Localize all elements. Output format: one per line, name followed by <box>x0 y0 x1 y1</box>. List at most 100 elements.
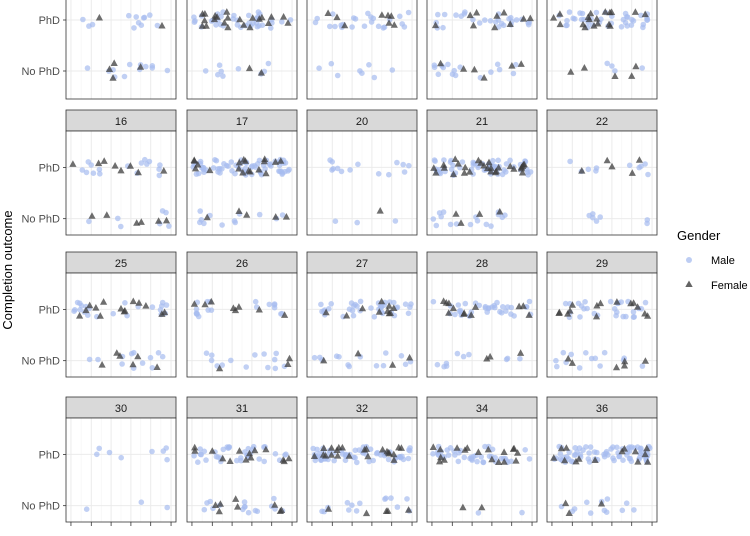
panel-border <box>426 0 538 100</box>
male-point <box>492 304 498 311</box>
male-point <box>504 304 511 310</box>
male-point <box>361 23 368 30</box>
male-point <box>229 168 235 174</box>
male-point <box>195 170 202 177</box>
female-point <box>378 11 386 18</box>
facet-strip-label: 22 <box>596 116 608 128</box>
male-point <box>234 22 241 28</box>
male-point <box>213 453 220 460</box>
male-point <box>453 12 459 18</box>
male-point <box>202 68 209 74</box>
female-point <box>431 21 440 29</box>
male-point <box>195 459 201 466</box>
male-point <box>110 310 116 317</box>
female-point <box>358 304 367 312</box>
male-point <box>564 22 570 29</box>
male-point <box>436 210 443 216</box>
male-point <box>96 445 102 452</box>
female-point <box>258 13 266 21</box>
male-point <box>193 306 200 312</box>
female-point <box>191 447 199 454</box>
facet-panel: 28 <box>426 251 538 378</box>
female-point <box>310 452 318 459</box>
female-point <box>593 301 601 309</box>
male-point <box>147 354 154 361</box>
male-point <box>380 362 387 369</box>
male-point <box>128 350 135 357</box>
male-point <box>627 455 633 462</box>
male-point <box>311 354 318 361</box>
male-point <box>577 314 583 320</box>
male-point <box>564 17 570 24</box>
male-point <box>203 350 210 357</box>
male-point <box>312 19 319 26</box>
facet-strip-label: 26 <box>236 258 248 270</box>
panel-border <box>65 130 177 236</box>
female-point <box>382 507 390 514</box>
male-point <box>466 351 472 358</box>
male-point <box>591 449 598 455</box>
female-point <box>272 213 280 220</box>
male-point <box>373 363 380 369</box>
male-point <box>106 449 113 456</box>
female-point <box>473 8 481 16</box>
female-point <box>572 457 580 465</box>
male-point <box>593 218 600 224</box>
male-point <box>631 507 637 513</box>
female-point <box>597 499 606 507</box>
female-point <box>564 354 572 362</box>
male-point <box>622 19 629 26</box>
male-point <box>242 503 248 510</box>
female-point <box>385 302 393 309</box>
facet-strip-label: 25 <box>115 258 127 270</box>
male-point <box>400 161 407 168</box>
male-point <box>349 502 355 509</box>
female-point <box>603 156 611 164</box>
y-tick-label-no-phd: No PhD <box>21 66 60 78</box>
male-point <box>265 60 272 67</box>
female-point <box>242 456 250 463</box>
male-point <box>256 211 263 218</box>
male-point <box>80 16 86 23</box>
male-point <box>554 363 560 370</box>
male-point <box>626 162 633 169</box>
female-point <box>216 364 224 372</box>
male-point <box>614 444 620 451</box>
male-point <box>83 169 90 176</box>
female-point <box>226 457 234 464</box>
male-point <box>444 447 451 453</box>
male-point <box>191 14 197 20</box>
female-point <box>98 361 106 368</box>
male-point <box>587 510 594 516</box>
female-point <box>550 14 558 21</box>
female-point <box>211 12 219 19</box>
female-point <box>249 14 257 21</box>
facet-strip-label: 17 <box>236 116 248 128</box>
female-point <box>556 20 564 28</box>
male-point <box>607 298 614 305</box>
female-point <box>484 445 492 453</box>
male-point <box>279 212 286 218</box>
female-point <box>519 302 527 309</box>
female-point <box>324 9 332 16</box>
male-point <box>279 19 285 25</box>
male-point <box>191 453 197 459</box>
female-point <box>245 449 254 457</box>
male-point <box>405 9 412 16</box>
female-point <box>262 169 270 177</box>
facet-strip-label: 31 <box>236 403 248 415</box>
male-point <box>402 301 409 308</box>
male-point <box>386 171 392 178</box>
female-point <box>210 15 218 23</box>
female-point <box>201 300 209 308</box>
female-point <box>120 307 128 315</box>
male-point <box>163 445 169 451</box>
male-point <box>451 67 458 74</box>
male-point <box>382 496 388 502</box>
male-point <box>254 23 261 30</box>
male-point <box>210 165 217 171</box>
female-point <box>555 309 563 316</box>
female-point <box>561 456 569 464</box>
panel-border <box>546 130 658 236</box>
y-tick-label-no-phd: No PhD <box>21 501 60 513</box>
